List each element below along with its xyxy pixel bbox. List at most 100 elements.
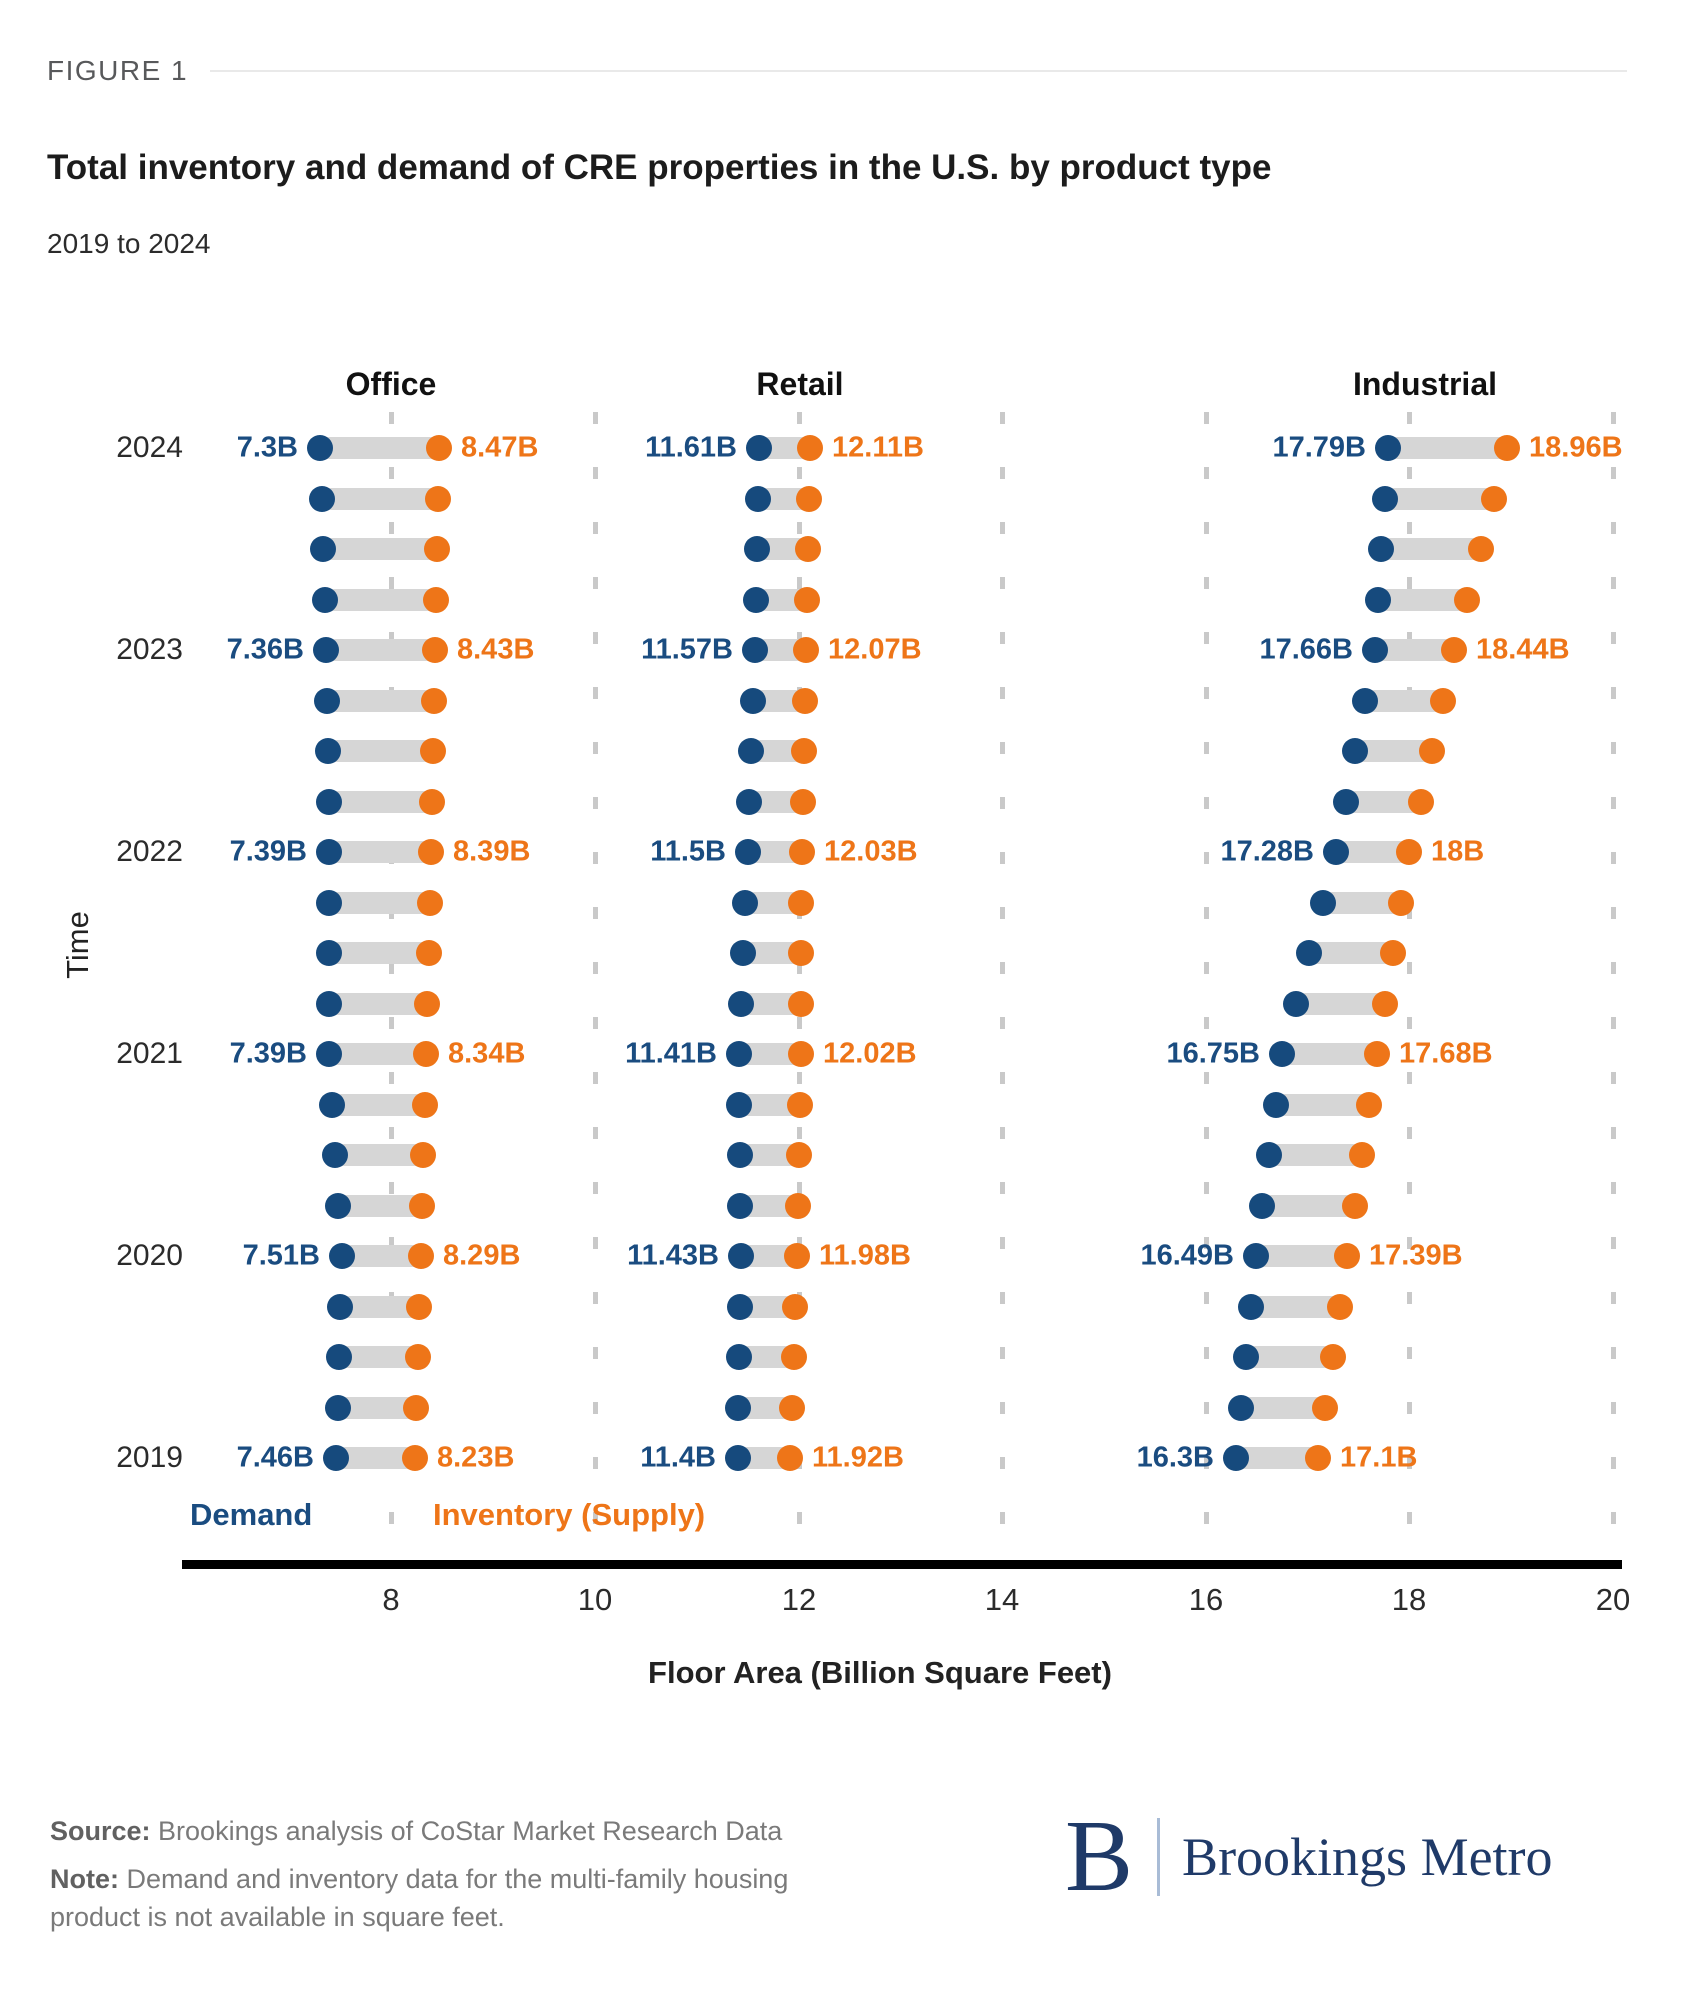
inventory-dot xyxy=(403,1395,429,1421)
inventory-dot xyxy=(413,1041,439,1067)
connector-bar xyxy=(325,589,436,611)
demand-value-label: 7.46B xyxy=(236,1441,314,1474)
connector-bar xyxy=(1323,892,1401,914)
year-label-2023: 2023 xyxy=(116,633,183,666)
connector-bar xyxy=(329,841,431,863)
demand-dot xyxy=(728,991,754,1017)
inventory-dot xyxy=(796,486,822,512)
inventory-dot xyxy=(1481,486,1507,512)
x-tick-10: 10 xyxy=(577,1582,613,1617)
inventory-dot xyxy=(419,789,445,815)
inventory-dot xyxy=(788,940,814,966)
demand-dot xyxy=(726,1092,752,1118)
connector-bar xyxy=(739,1094,800,1116)
figure-rule xyxy=(210,70,1627,72)
inventory-value-label: 11.92B xyxy=(812,1441,904,1474)
gridline-18 xyxy=(1407,412,1412,1562)
demand-value-label: 16.3B xyxy=(1136,1441,1214,1474)
demand-dot xyxy=(1372,486,1398,512)
connector-bar xyxy=(1378,589,1467,611)
connector-bar xyxy=(342,1245,421,1267)
connector-bar xyxy=(326,639,435,661)
demand-dot xyxy=(725,1445,751,1471)
inventory-dot xyxy=(1320,1344,1346,1370)
inventory-dot xyxy=(1454,587,1480,613)
x-tick-14: 14 xyxy=(984,1582,1020,1617)
inventory-dot xyxy=(1349,1142,1375,1168)
brookings-logo-letter: B xyxy=(1065,1800,1134,1913)
demand-dot xyxy=(742,637,768,663)
connector-bar xyxy=(1241,1397,1325,1419)
inventory-dot xyxy=(788,1041,814,1067)
inventory-value-label: 18.96B xyxy=(1529,431,1623,464)
inventory-value-label: 17.39B xyxy=(1369,1239,1463,1272)
x-tick-18: 18 xyxy=(1391,1582,1427,1617)
demand-dot xyxy=(726,1041,752,1067)
demand-dot xyxy=(740,688,766,714)
demand-dot xyxy=(1283,991,1309,1017)
demand-dot xyxy=(1375,435,1401,461)
gridline-14 xyxy=(1000,412,1005,1562)
connector-bar xyxy=(329,791,432,813)
demand-dot xyxy=(1228,1395,1254,1421)
inventory-dot xyxy=(786,1142,812,1168)
demand-value-label: 11.57B xyxy=(641,633,733,666)
note-text: Demand and inventory data for the multi-… xyxy=(50,1864,789,1932)
demand-dot xyxy=(314,688,340,714)
demand-dot xyxy=(312,587,338,613)
demand-dot xyxy=(1243,1243,1269,1269)
inventory-dot xyxy=(421,688,447,714)
inventory-dot xyxy=(795,536,821,562)
demand-dot xyxy=(316,940,342,966)
demand-dot xyxy=(726,1344,752,1370)
demand-value-label: 7.39B xyxy=(229,835,307,868)
connector-bar xyxy=(1251,1296,1340,1318)
inventory-dot xyxy=(781,1344,807,1370)
inventory-dot xyxy=(1342,1193,1368,1219)
demand-dot xyxy=(745,486,771,512)
inventory-dot xyxy=(1388,890,1414,916)
figure-header: FIGURE 1 xyxy=(47,55,1627,87)
gridline-10 xyxy=(593,412,598,1562)
footer-notes: Source: Brookings analysis of CoStar Mar… xyxy=(50,1812,880,1936)
gridline-20 xyxy=(1611,412,1616,1562)
x-tick-8: 8 xyxy=(382,1582,400,1617)
inventory-dot xyxy=(792,688,818,714)
connector-bar xyxy=(329,993,427,1015)
demand-dot xyxy=(743,587,769,613)
connector-bar xyxy=(739,1346,794,1368)
inventory-dot xyxy=(1468,536,1494,562)
demand-dot xyxy=(735,839,761,865)
connector-bar xyxy=(1336,841,1409,863)
demand-value-label: 11.41B xyxy=(625,1037,717,1070)
inventory-dot xyxy=(1334,1243,1360,1269)
demand-dot xyxy=(316,991,342,1017)
inventory-dot xyxy=(1419,738,1445,764)
inventory-dot xyxy=(1396,839,1422,865)
connector-bar xyxy=(1365,690,1443,712)
demand-dot xyxy=(316,1041,342,1067)
demand-value-label: 16.49B xyxy=(1140,1239,1234,1272)
demand-dot xyxy=(322,1142,348,1168)
demand-dot xyxy=(732,890,758,916)
x-tick-16: 16 xyxy=(1188,1582,1224,1617)
demand-value-label: 17.28B xyxy=(1220,835,1314,868)
connector-bar xyxy=(1355,740,1432,762)
demand-dot xyxy=(744,536,770,562)
demand-dot xyxy=(316,890,342,916)
connector-bar xyxy=(332,1094,425,1116)
demand-value-label: 7.36B xyxy=(226,633,304,666)
inventory-dot xyxy=(789,839,815,865)
x-tick-20: 20 xyxy=(1595,1582,1631,1617)
inventory-dot xyxy=(797,435,823,461)
connector-bar xyxy=(741,1245,797,1267)
demand-dot xyxy=(1365,587,1391,613)
demand-dot xyxy=(1263,1092,1289,1118)
demand-value-label: 11.5B xyxy=(650,835,726,868)
inventory-dot xyxy=(1372,991,1398,1017)
connector-bar xyxy=(327,690,434,712)
connector-bar xyxy=(1385,488,1494,510)
connector-bar xyxy=(323,538,437,560)
demand-dot xyxy=(1233,1344,1259,1370)
connector-bar xyxy=(320,437,439,459)
